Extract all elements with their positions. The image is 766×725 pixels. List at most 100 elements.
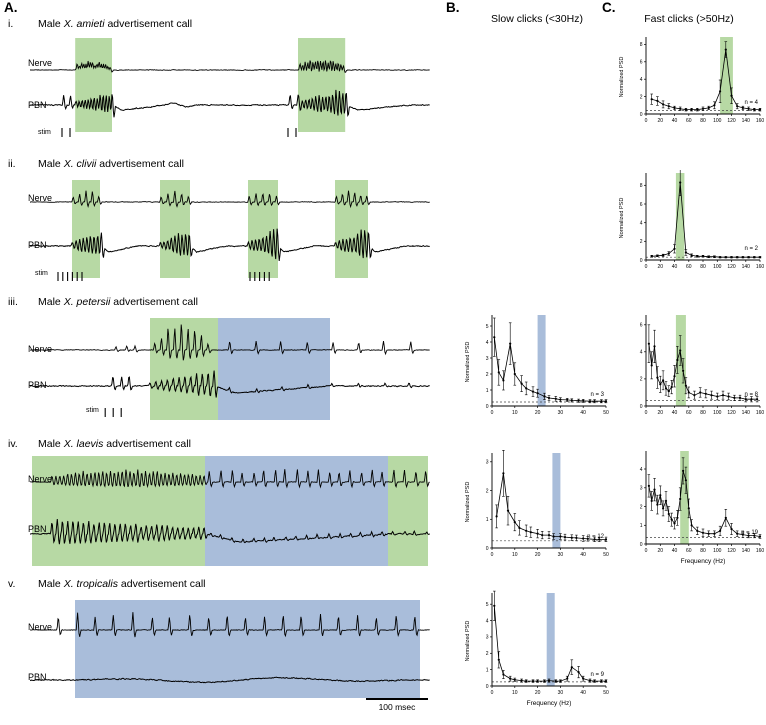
x-tick-label: 30	[558, 552, 564, 558]
title-prefix: Male	[38, 578, 64, 590]
psd-point	[673, 106, 676, 109]
y-tick-label: 0	[486, 684, 489, 690]
psd-point	[690, 108, 693, 111]
psd-point	[719, 256, 722, 259]
nerve-trace	[30, 469, 430, 489]
trace-plot	[30, 38, 430, 137]
y-tick-label: 4	[640, 350, 643, 356]
psd-point	[727, 395, 730, 398]
title-suffix: advertisement call	[96, 158, 184, 170]
x-tick-label: 20	[658, 410, 664, 416]
y-tick-label: 2	[640, 377, 643, 383]
panel-a-row-v: v. Male X. tropicalis advertisement call…	[8, 578, 430, 706]
psd-point	[679, 497, 682, 501]
psd-curve	[648, 343, 758, 400]
psd-point	[716, 395, 719, 398]
psd-point	[604, 538, 608, 541]
psd-point	[679, 181, 682, 184]
nerve-trace	[30, 612, 430, 638]
psd-point	[670, 385, 673, 389]
psd-point	[513, 372, 516, 376]
psd-point	[696, 108, 699, 111]
psd-point	[724, 256, 727, 259]
psd-point	[673, 375, 676, 378]
psd-point	[588, 679, 592, 682]
y-tick-label: 3	[486, 635, 489, 641]
psd-point	[536, 680, 539, 683]
psd-point	[707, 106, 710, 109]
psd-point	[724, 48, 727, 51]
x-tick-label: 160	[756, 410, 765, 416]
x-tick-label: 80	[700, 548, 706, 554]
species-name: X. petersii	[63, 296, 111, 308]
row-numeral: iii.	[8, 296, 18, 308]
y-tick-label: 1	[640, 523, 643, 529]
y-tick-label: 1	[486, 667, 489, 673]
panel-b-label: B.	[446, 0, 460, 15]
highlight-green	[160, 180, 190, 278]
psd-point	[684, 384, 687, 387]
highlight-green	[335, 180, 368, 278]
psd-point	[679, 349, 682, 352]
x-tick-label: 40	[580, 552, 586, 558]
psd-point	[495, 515, 498, 518]
psd-point	[543, 680, 546, 683]
x-tick-label: 120	[727, 264, 736, 270]
nerve-label: Nerve	[28, 193, 53, 203]
title-prefix: Male	[38, 296, 64, 308]
psd-point	[684, 479, 687, 482]
psd-point	[744, 398, 747, 401]
x-tick-label: 10	[512, 690, 518, 696]
row-title: Male X. amieti advertisement call	[38, 18, 192, 30]
title-prefix: Male	[38, 158, 64, 170]
psd-point	[758, 535, 762, 538]
psd-point	[582, 537, 585, 540]
psd-point	[753, 256, 756, 259]
y-tick-label: 1	[486, 388, 489, 394]
psd-point	[747, 256, 750, 259]
x-tick-label: 0	[491, 410, 494, 416]
y-tick-label: 1	[486, 517, 489, 523]
title-prefix: Male	[38, 18, 64, 30]
y-tick-label: 2	[640, 239, 643, 245]
psd-point	[582, 399, 585, 402]
peak-band	[675, 315, 686, 406]
pbn-label: PBN	[28, 524, 47, 534]
y-tick-label: 3	[640, 486, 643, 492]
psd-point	[710, 394, 713, 397]
panel-c-label: C.	[602, 0, 616, 15]
x-tick-label: 20	[535, 410, 541, 416]
row-title: Male X. laevis advertisement call	[38, 438, 191, 450]
psd-point	[756, 398, 759, 401]
y-tick-label: 4	[486, 618, 489, 624]
x-tick-label: 40	[672, 410, 678, 416]
psd-point	[733, 396, 736, 399]
psd-point	[506, 509, 510, 512]
psd-point	[690, 254, 693, 257]
species-name: X. tropicalis	[63, 578, 118, 590]
x-tick-label: 20	[658, 548, 664, 554]
stim-label: stim	[35, 270, 48, 277]
y-tick-label: 0	[640, 542, 643, 548]
psd-point	[547, 679, 551, 682]
row-numeral: i.	[8, 18, 14, 30]
pbn-trace	[30, 676, 430, 684]
psd-point	[682, 369, 685, 372]
x-tick-label: 140	[742, 548, 751, 554]
title-suffix: advertisement call	[103, 438, 191, 450]
psd-point	[497, 658, 500, 661]
psd-point	[493, 336, 496, 339]
psd-point	[676, 516, 679, 519]
psd-point	[559, 680, 562, 683]
psd-point	[719, 529, 722, 532]
peak-band	[552, 453, 561, 548]
x-tick-label: 120	[727, 410, 736, 416]
psd-point	[747, 107, 750, 110]
x-tick-label: 20	[658, 118, 664, 124]
psd-point	[659, 494, 662, 497]
psd-point	[554, 397, 557, 400]
x-tick-label: 50	[603, 410, 609, 416]
y-tick-label: 0	[640, 404, 643, 410]
